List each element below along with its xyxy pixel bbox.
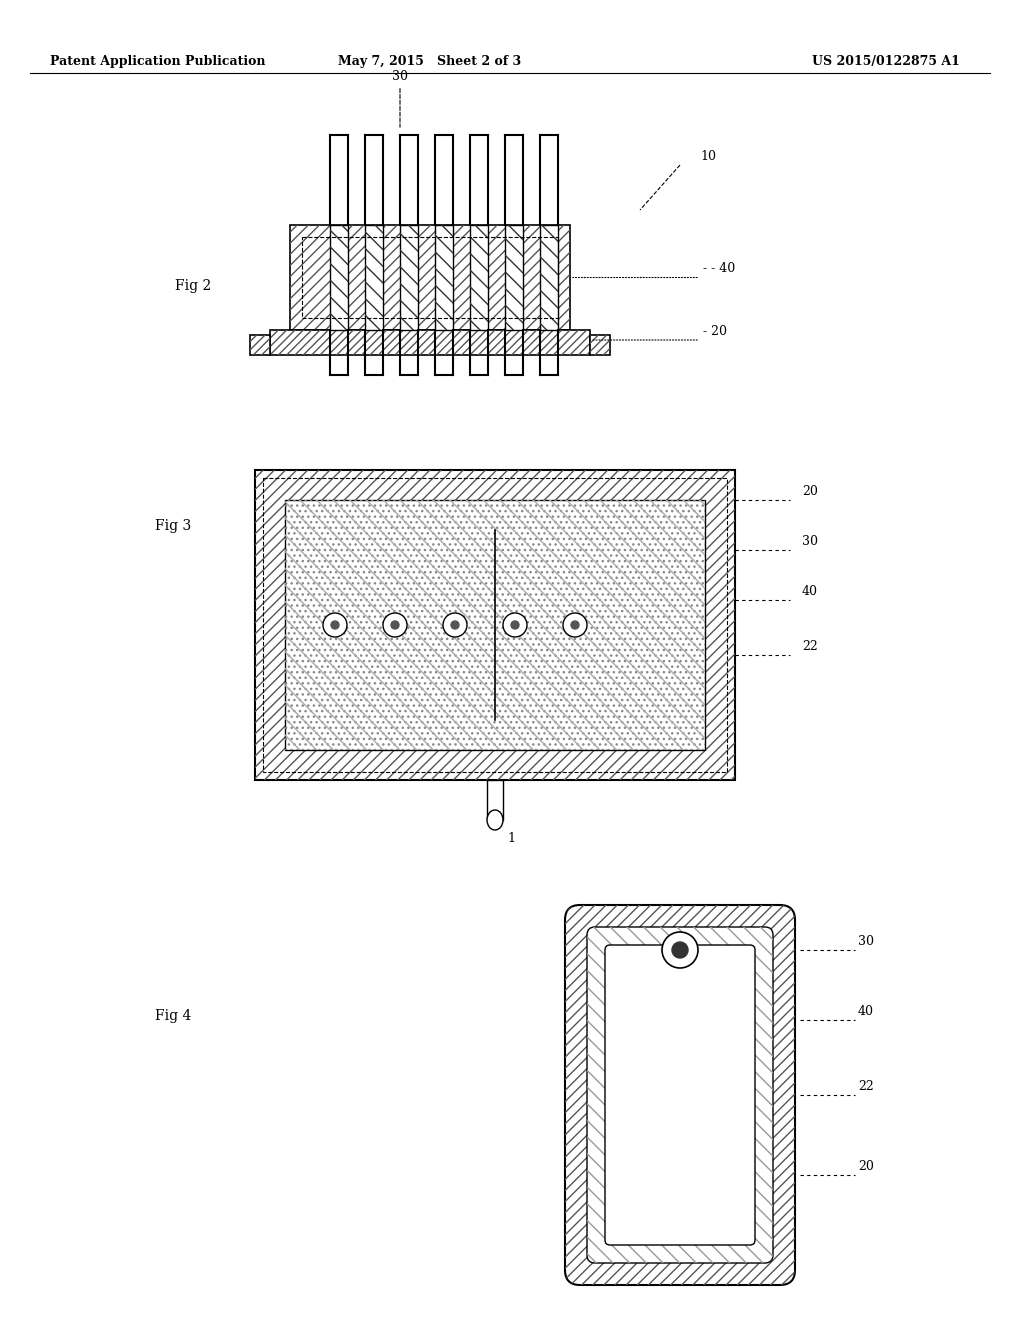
Bar bbox=[589, 335, 609, 355]
Bar bbox=[250, 335, 270, 355]
Circle shape bbox=[562, 612, 586, 638]
Text: 30: 30 bbox=[857, 935, 873, 948]
Bar bbox=[284, 500, 704, 750]
Bar bbox=[270, 330, 589, 355]
Text: Fig 4: Fig 4 bbox=[155, 1008, 192, 1023]
Bar bbox=[539, 224, 557, 330]
Circle shape bbox=[511, 620, 519, 630]
Bar bbox=[434, 224, 452, 330]
Circle shape bbox=[323, 612, 346, 638]
Bar bbox=[486, 780, 502, 820]
Bar bbox=[250, 335, 270, 355]
Bar bbox=[289, 224, 570, 330]
Circle shape bbox=[672, 942, 688, 958]
Bar bbox=[255, 470, 735, 780]
Text: - 20: - 20 bbox=[702, 325, 727, 338]
Text: 22: 22 bbox=[801, 640, 817, 653]
Text: - - 40: - - 40 bbox=[702, 263, 735, 276]
Bar bbox=[365, 224, 382, 330]
Circle shape bbox=[442, 612, 467, 638]
Circle shape bbox=[382, 612, 407, 638]
FancyBboxPatch shape bbox=[565, 906, 794, 1284]
Bar bbox=[284, 500, 704, 750]
Bar bbox=[263, 478, 727, 772]
Text: May 7, 2015   Sheet 2 of 3: May 7, 2015 Sheet 2 of 3 bbox=[338, 55, 521, 69]
Text: 20: 20 bbox=[857, 1160, 873, 1173]
Text: Patent Application Publication: Patent Application Publication bbox=[50, 55, 265, 69]
FancyBboxPatch shape bbox=[604, 945, 754, 1245]
Bar bbox=[270, 330, 589, 355]
Circle shape bbox=[331, 620, 338, 630]
Text: 20: 20 bbox=[801, 484, 817, 498]
Bar bbox=[504, 224, 523, 330]
Text: 10: 10 bbox=[699, 150, 715, 162]
Circle shape bbox=[390, 620, 398, 630]
Text: 22: 22 bbox=[857, 1080, 873, 1093]
Text: Fig 3: Fig 3 bbox=[155, 519, 192, 533]
Bar bbox=[589, 335, 609, 355]
Circle shape bbox=[450, 620, 459, 630]
Bar bbox=[470, 224, 487, 330]
Bar bbox=[399, 224, 418, 330]
Bar bbox=[504, 224, 523, 330]
Bar bbox=[284, 500, 704, 750]
Circle shape bbox=[571, 620, 579, 630]
Bar bbox=[330, 224, 347, 330]
Bar bbox=[302, 238, 557, 318]
Circle shape bbox=[502, 612, 527, 638]
Circle shape bbox=[661, 932, 697, 968]
Text: 30: 30 bbox=[801, 535, 817, 548]
Bar bbox=[365, 224, 382, 330]
Ellipse shape bbox=[486, 810, 502, 830]
Bar bbox=[330, 224, 347, 330]
Text: 40: 40 bbox=[857, 1005, 873, 1018]
FancyBboxPatch shape bbox=[586, 927, 772, 1263]
Text: US 2015/0122875 A1: US 2015/0122875 A1 bbox=[811, 55, 959, 69]
Text: Fig 2: Fig 2 bbox=[175, 279, 211, 293]
Bar bbox=[539, 224, 557, 330]
Bar bbox=[289, 224, 570, 330]
Bar bbox=[399, 224, 418, 330]
Bar bbox=[470, 224, 487, 330]
Text: 40: 40 bbox=[801, 585, 817, 598]
Bar bbox=[255, 470, 735, 780]
Text: 30: 30 bbox=[391, 70, 408, 127]
Text: 1: 1 bbox=[506, 832, 515, 845]
Bar bbox=[434, 224, 452, 330]
